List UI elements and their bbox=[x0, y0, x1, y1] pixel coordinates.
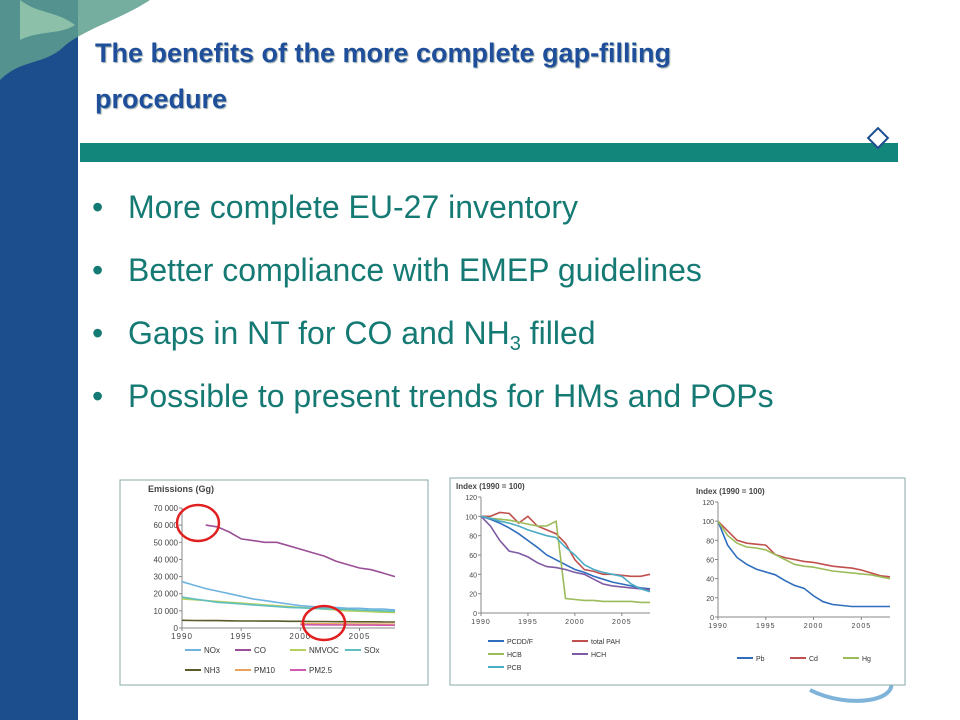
x-tick-label: 1995 bbox=[756, 623, 776, 630]
x-tick-label: 2000 bbox=[289, 632, 311, 641]
y-tick-label: 0 bbox=[473, 611, 477, 618]
bullet: More complete EU-27 inventory bbox=[92, 186, 818, 228]
series-line bbox=[181, 619, 395, 623]
chart-title: Index (1990 = 100) bbox=[456, 482, 525, 491]
y-tick-label: 40 000 bbox=[154, 555, 179, 564]
series-line bbox=[480, 515, 651, 593]
series-line bbox=[181, 596, 396, 612]
x-tick-label: 2005 bbox=[852, 623, 872, 630]
x-tick-label: 1995 bbox=[230, 632, 252, 641]
y-tick-label: 120 bbox=[702, 500, 714, 507]
legend-label: NOx bbox=[204, 646, 220, 655]
slide-title: The benefits of the more complete gap-fi… bbox=[95, 38, 672, 114]
y-tick-label: 60 000 bbox=[154, 521, 179, 530]
series-line bbox=[300, 623, 396, 627]
y-tick-label: 60 bbox=[469, 553, 477, 560]
swirl bbox=[809, 679, 894, 703]
series-line bbox=[480, 515, 651, 590]
x-tick-label: 2000 bbox=[565, 619, 585, 626]
subscript: 3 bbox=[509, 333, 521, 355]
y-tick-label: 80 bbox=[469, 534, 477, 541]
y-tick-label: 20 bbox=[469, 592, 477, 599]
legend-label: HCB bbox=[507, 652, 522, 659]
bullet: Gaps in NT for CO and NH3 filled bbox=[92, 312, 818, 354]
y-tick-label: 80 bbox=[706, 538, 714, 545]
series-line bbox=[181, 580, 396, 611]
legend-label: Hg bbox=[862, 656, 871, 663]
y-tick-label: 60 bbox=[706, 558, 714, 565]
legend-label: PM2.5 bbox=[309, 666, 333, 675]
bullet: Possible to present trends for HMs and P… bbox=[92, 375, 818, 417]
chart-title: Index (1990 = 100) bbox=[696, 487, 765, 496]
legend-label: total PAH bbox=[591, 639, 620, 646]
bullet: Better compliance with EMEP guidelines bbox=[92, 249, 818, 291]
series-line bbox=[717, 520, 891, 580]
y-tick-label: 10 000 bbox=[154, 607, 179, 616]
chart-frame bbox=[449, 477, 906, 686]
y-tick-label: 50 000 bbox=[154, 538, 179, 547]
x-tick-label: 1990 bbox=[471, 619, 491, 626]
map-shape bbox=[20, 0, 75, 40]
chart-frame bbox=[119, 479, 429, 686]
legend-label: NMVOC bbox=[309, 646, 339, 655]
bullet-text: Gaps in NT for CO and NH bbox=[128, 315, 510, 351]
legend-label: PCB bbox=[507, 665, 522, 672]
series-line bbox=[480, 515, 650, 604]
y-tick-label: 30 000 bbox=[154, 573, 179, 582]
y-tick-label: 100 bbox=[702, 519, 714, 526]
chart-title: Emissions (Gg) bbox=[148, 484, 214, 494]
x-tick-label: 1990 bbox=[171, 632, 193, 641]
legend-label: SOx bbox=[364, 646, 380, 655]
legend-label: HCH bbox=[591, 652, 606, 659]
y-tick-label: 0 bbox=[710, 615, 714, 622]
title-bar bbox=[80, 143, 898, 162]
x-tick-label: 2000 bbox=[804, 623, 824, 630]
x-tick-label: 1990 bbox=[708, 623, 728, 630]
series-line bbox=[717, 520, 891, 578]
y-tick-label: 0 bbox=[174, 624, 179, 633]
series-line bbox=[480, 515, 651, 591]
y-tick-label: 100 bbox=[465, 514, 477, 521]
bullet-list: More complete EU-27 inventory Better com… bbox=[92, 186, 812, 438]
series-line bbox=[717, 520, 890, 608]
series-line bbox=[205, 524, 396, 578]
legend-label: PCDD/F bbox=[507, 639, 533, 646]
bar-diamond bbox=[866, 126, 890, 150]
x-tick-label: 2005 bbox=[349, 632, 371, 641]
bullet-text: filled bbox=[520, 315, 596, 351]
y-tick-label: 20 bbox=[706, 596, 714, 603]
y-tick-label: 70 000 bbox=[154, 504, 179, 513]
legend-label: Pb bbox=[756, 656, 765, 663]
legend-label: NH3 bbox=[204, 666, 221, 675]
legend-label: Cd bbox=[809, 656, 818, 663]
legend-label: CO bbox=[254, 646, 266, 655]
y-tick-label: 40 bbox=[706, 577, 714, 584]
series-line bbox=[481, 511, 651, 578]
legend-label: PM10 bbox=[254, 666, 275, 675]
y-tick-label: 120 bbox=[465, 495, 477, 502]
side-band bbox=[0, 0, 78, 720]
x-tick-label: 2005 bbox=[612, 619, 632, 626]
y-tick-label: 20 000 bbox=[154, 590, 179, 599]
y-tick-label: 40 bbox=[469, 572, 477, 579]
x-tick-label: 1995 bbox=[518, 619, 538, 626]
